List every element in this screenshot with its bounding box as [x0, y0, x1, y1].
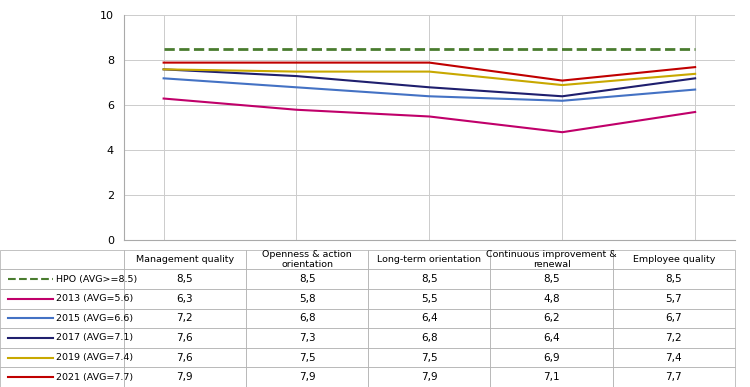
Bar	[368, 367, 490, 387]
Bar	[124, 367, 246, 387]
Text: HPO (AVG>=8.5): HPO (AVG>=8.5)	[56, 275, 137, 284]
Text: 7,7: 7,7	[665, 372, 682, 382]
Text: 6,9: 6,9	[543, 353, 560, 363]
Bar	[490, 367, 613, 387]
Text: 6,8: 6,8	[421, 333, 438, 343]
Text: 2013 (AVG=5.6): 2013 (AVG=5.6)	[56, 294, 134, 303]
Text: 4,8: 4,8	[543, 294, 560, 304]
Bar	[246, 250, 368, 269]
Text: 7,5: 7,5	[298, 353, 316, 363]
Bar	[0, 250, 124, 269]
Text: 2021 (AVG=7.7): 2021 (AVG=7.7)	[56, 373, 134, 382]
Bar	[246, 289, 368, 308]
Text: 8,5: 8,5	[298, 274, 316, 284]
Bar	[368, 348, 490, 367]
Text: 7,6: 7,6	[176, 353, 194, 363]
Text: 6,3: 6,3	[176, 294, 194, 304]
Text: 5,5: 5,5	[421, 294, 438, 304]
Bar	[368, 250, 490, 269]
Bar	[246, 367, 368, 387]
Bar	[368, 289, 490, 308]
Bar	[490, 348, 613, 367]
Text: Long-term orientation: Long-term orientation	[377, 255, 482, 264]
Bar	[613, 367, 735, 387]
Text: 8,5: 8,5	[421, 274, 438, 284]
Text: 8,5: 8,5	[543, 274, 560, 284]
Bar	[613, 250, 735, 269]
Bar	[124, 328, 246, 348]
Bar	[0, 269, 124, 289]
Bar	[613, 289, 735, 308]
Bar	[0, 289, 124, 308]
Bar	[124, 269, 246, 289]
Text: Management quality: Management quality	[136, 255, 234, 264]
Text: Openness & action
orientation: Openness & action orientation	[262, 250, 352, 269]
Text: 8,5: 8,5	[176, 274, 194, 284]
Bar	[0, 367, 124, 387]
Bar	[124, 250, 246, 269]
Text: 7,6: 7,6	[176, 333, 194, 343]
Text: 7,4: 7,4	[665, 353, 682, 363]
Text: 7,9: 7,9	[421, 372, 438, 382]
Bar	[490, 328, 613, 348]
Bar	[246, 308, 368, 328]
Text: Continuous improvement &
renewal: Continuous improvement & renewal	[486, 250, 617, 269]
Text: 7,2: 7,2	[176, 313, 194, 324]
Bar	[613, 308, 735, 328]
Text: 6,2: 6,2	[543, 313, 560, 324]
Bar	[368, 308, 490, 328]
Text: 7,9: 7,9	[176, 372, 194, 382]
Bar	[613, 269, 735, 289]
Text: 7,9: 7,9	[298, 372, 316, 382]
Text: 6,4: 6,4	[543, 333, 560, 343]
Bar	[368, 328, 490, 348]
Bar	[490, 308, 613, 328]
Bar	[0, 328, 124, 348]
Bar	[246, 348, 368, 367]
Bar	[613, 348, 735, 367]
Text: 2017 (AVG=7.1): 2017 (AVG=7.1)	[56, 334, 134, 342]
Bar	[613, 328, 735, 348]
Bar	[124, 348, 246, 367]
Text: 6,7: 6,7	[665, 313, 682, 324]
Text: 7,5: 7,5	[421, 353, 438, 363]
Text: 5,7: 5,7	[665, 294, 682, 304]
Bar	[368, 269, 490, 289]
Text: 2019 (AVG=7.4): 2019 (AVG=7.4)	[56, 353, 134, 362]
Text: 5,8: 5,8	[298, 294, 316, 304]
Text: 7,1: 7,1	[543, 372, 560, 382]
Text: 6,8: 6,8	[298, 313, 316, 324]
Bar	[0, 348, 124, 367]
Text: 7,2: 7,2	[665, 333, 682, 343]
Bar	[124, 308, 246, 328]
Text: Employee quality: Employee quality	[633, 255, 715, 264]
Bar	[246, 328, 368, 348]
Bar	[490, 250, 613, 269]
Bar	[0, 308, 124, 328]
Bar	[490, 289, 613, 308]
Text: 6,4: 6,4	[421, 313, 438, 324]
Bar	[246, 269, 368, 289]
Bar	[490, 269, 613, 289]
Bar	[124, 289, 246, 308]
Text: 8,5: 8,5	[665, 274, 682, 284]
Text: 7,3: 7,3	[298, 333, 316, 343]
Text: 2015 (AVG=6.6): 2015 (AVG=6.6)	[56, 314, 134, 323]
